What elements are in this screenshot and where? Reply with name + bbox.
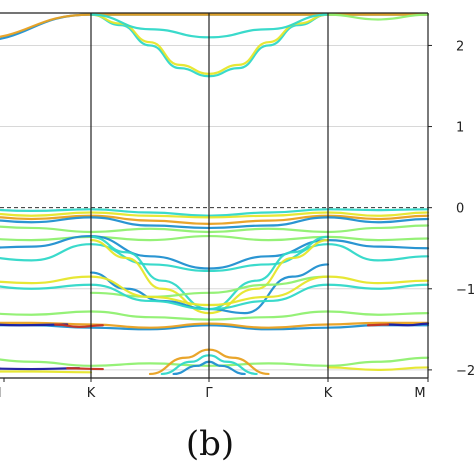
y-tick-label: −1 bbox=[456, 283, 474, 298]
x-tick-labels: MKΓKM bbox=[0, 378, 429, 401]
x-tick-label: M bbox=[0, 386, 2, 401]
band-line bbox=[0, 275, 430, 307]
series-layer bbox=[0, 13, 430, 376]
band-line bbox=[0, 323, 69, 327]
band-line bbox=[326, 13, 430, 21]
band-line bbox=[0, 234, 430, 270]
band-line bbox=[0, 370, 93, 374]
band-line bbox=[326, 366, 430, 371]
x-tick-label: Γ bbox=[205, 386, 213, 401]
frame-layer bbox=[0, 12, 429, 379]
x-tick-label: M bbox=[414, 386, 425, 401]
y-tick-label: 2 bbox=[456, 39, 464, 54]
x-tick-label: K bbox=[324, 386, 333, 401]
band-line bbox=[0, 243, 430, 273]
y-tick-label: −2 bbox=[456, 364, 474, 379]
y-tick-labels: 2 1 0 −1 −2 bbox=[428, 39, 474, 379]
y-tick-label: 0 bbox=[456, 202, 464, 217]
y-tick-label: 1 bbox=[456, 121, 464, 136]
band-line bbox=[386, 322, 430, 327]
x-tick-label: K bbox=[87, 386, 96, 401]
band-line bbox=[0, 367, 81, 371]
band-line bbox=[54, 323, 104, 329]
band-line bbox=[366, 323, 390, 327]
band-line bbox=[66, 367, 104, 371]
figure-caption: (b) bbox=[185, 424, 235, 464]
band-line bbox=[0, 356, 430, 367]
